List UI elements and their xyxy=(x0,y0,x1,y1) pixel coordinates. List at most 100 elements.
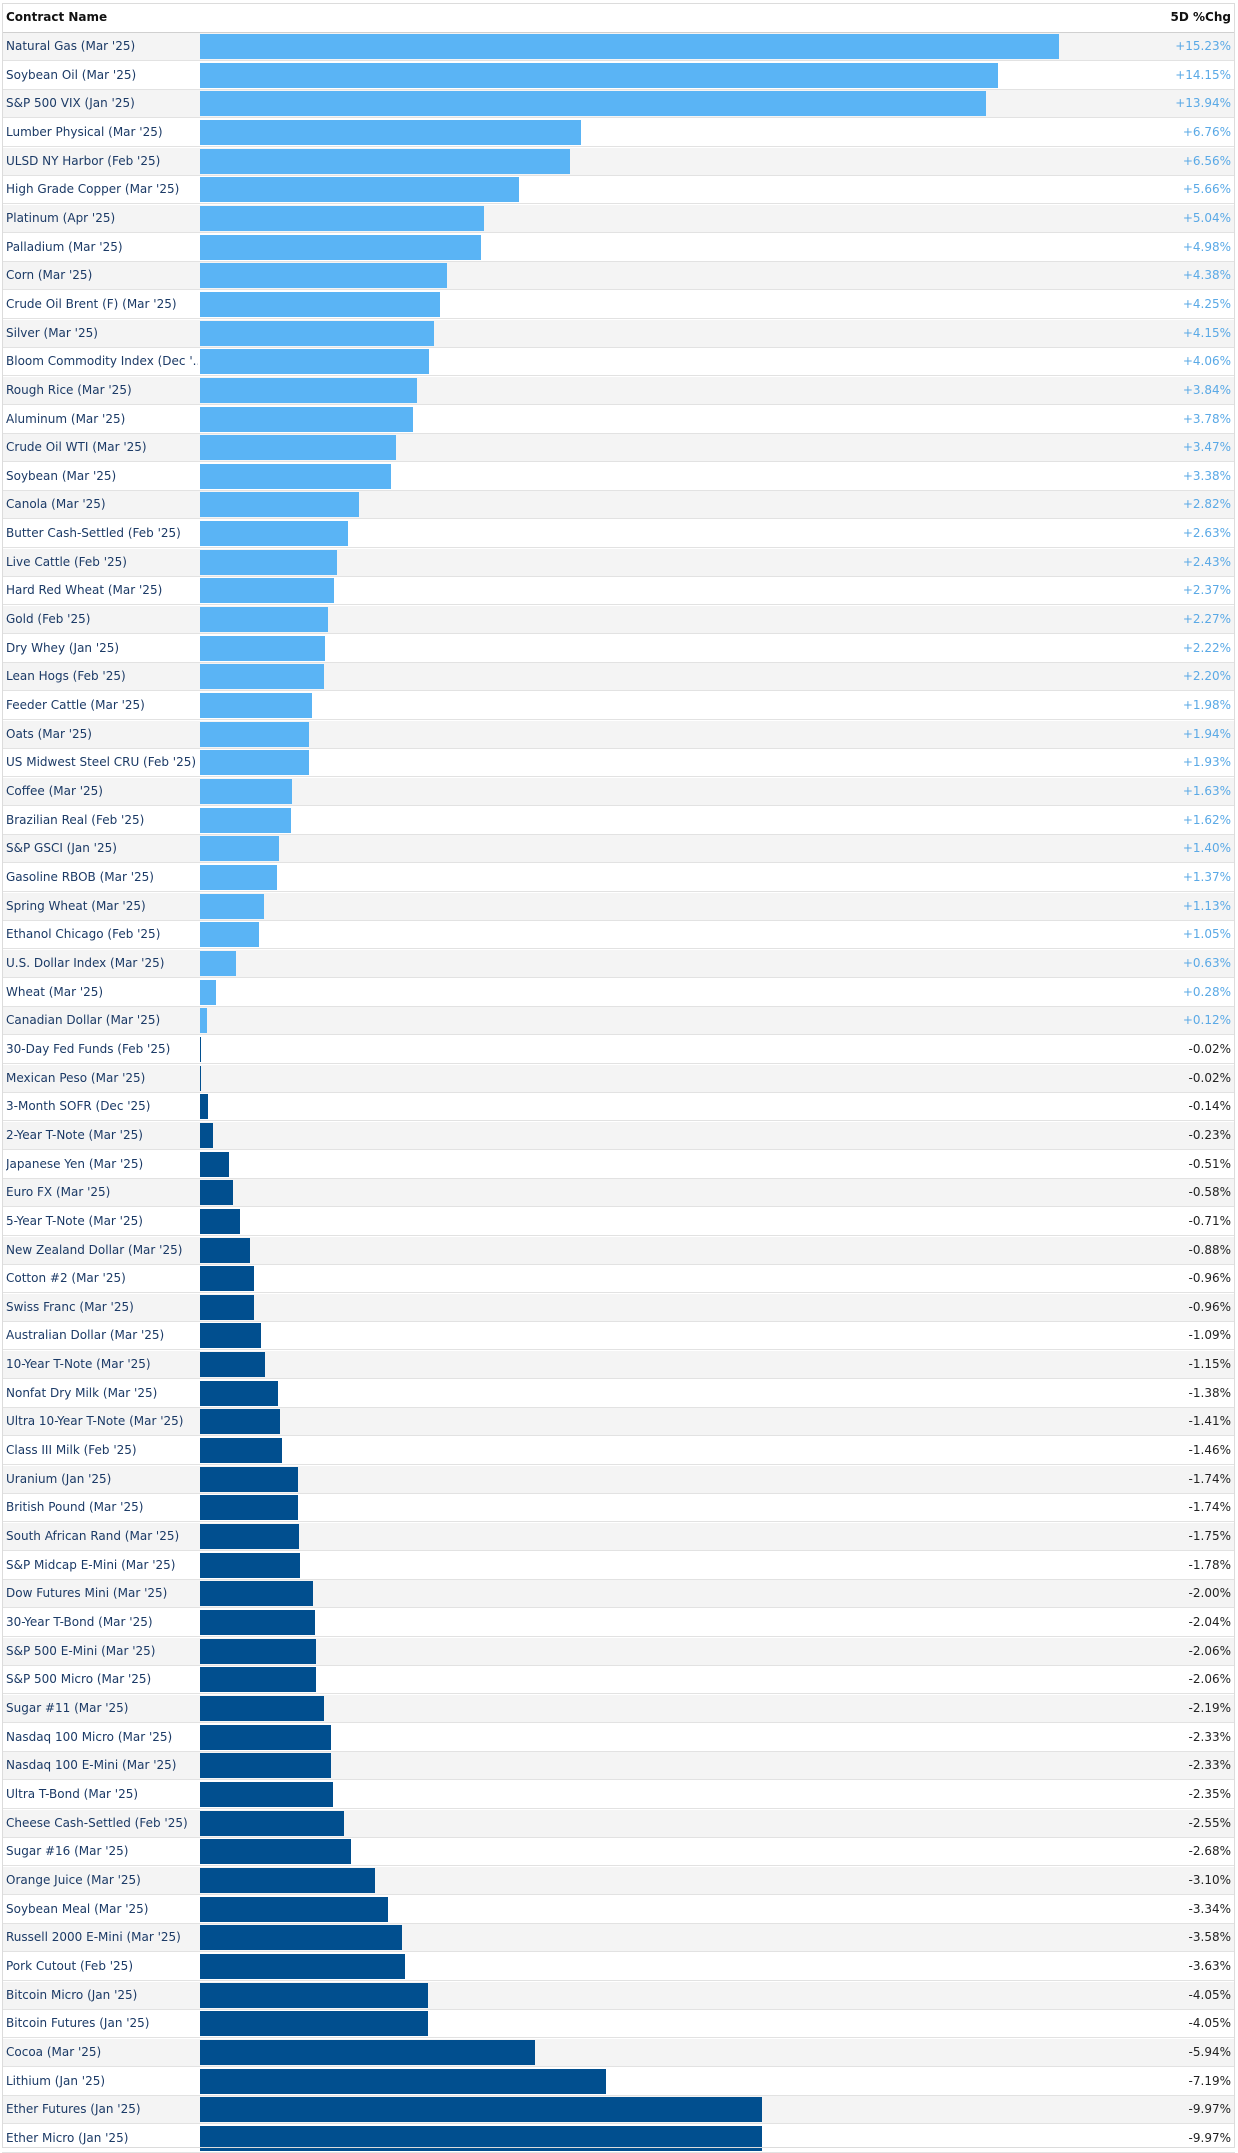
contract-name-label[interactable]: S&P 500 Micro (Mar '25) xyxy=(6,1672,152,1687)
contract-name-label[interactable]: Swiss Franc (Mar '25) xyxy=(6,1299,134,1314)
contract-name-label[interactable]: Gasoline RBOB (Mar '25) xyxy=(6,869,154,884)
table-row[interactable]: Cocoa (Mar '25) -5.94% xyxy=(2,2038,1235,2067)
table-row[interactable]: Silver (Mar '25) +4.15% xyxy=(2,319,1235,348)
contract-name-label[interactable]: Ultra 10-Year T-Note (Mar '25) xyxy=(6,1414,184,1429)
contract-name-label[interactable]: Aluminum (Mar '25) xyxy=(6,411,126,426)
contract-name-label[interactable]: Corn (Mar '25) xyxy=(6,268,93,283)
contract-name-label[interactable]: Butter Cash-Settled (Feb '25) xyxy=(6,526,181,541)
contract-name-label[interactable]: Bitcoin Micro (Jan '25) xyxy=(6,1987,138,2002)
table-row[interactable]: S&P 500 VIX (Jan '25) +13.94% xyxy=(2,90,1235,119)
table-row[interactable]: 10-Year T-Note (Mar '25) -1.15% xyxy=(2,1351,1235,1380)
contract-name-label[interactable]: Spring Wheat (Mar '25) xyxy=(6,898,146,913)
contract-name-header[interactable]: Contract Name xyxy=(6,10,108,24)
table-row[interactable]: Soybean Oil (Mar '25) +14.15% xyxy=(2,62,1235,90)
table-row[interactable]: Japanese Yen (Mar '25) -0.51% xyxy=(2,1151,1235,1179)
contract-name-label[interactable]: Lithium (Jan '25) xyxy=(6,2073,106,2088)
contract-name-label[interactable]: High Grade Copper (Mar '25) xyxy=(6,182,180,197)
contract-name-label[interactable]: Ether Micro (Jan '25) xyxy=(6,2130,129,2145)
table-row[interactable]: Aluminum (Mar '25) +3.78% xyxy=(2,406,1235,434)
table-row[interactable]: 3-Month SOFR (Dec '25) -0.14% xyxy=(2,1093,1235,1122)
contract-name-label[interactable]: Silver (Mar '25) xyxy=(6,325,98,340)
table-row[interactable]: S&P GSCI (Jan '25) +1.40% xyxy=(2,835,1235,864)
table-row[interactable]: Ultra T-Bond (Mar '25) -2.35% xyxy=(2,1781,1235,1809)
table-row[interactable]: Ultra 10-Year T-Note (Mar '25) -1.41% xyxy=(2,1408,1235,1437)
table-row[interactable]: Nonfat Dry Milk (Mar '25) -1.38% xyxy=(2,1380,1235,1408)
contract-name-label[interactable]: Nasdaq 100 Micro (Mar '25) xyxy=(6,1729,173,1744)
table-row[interactable]: Cheese Cash-Settled (Feb '25) -2.55% xyxy=(2,1809,1235,1838)
contract-name-label[interactable]: Uranium (Jan '25) xyxy=(6,1471,112,1486)
contract-name-label[interactable]: Brazilian Real (Feb '25) xyxy=(6,812,145,827)
contract-name-label[interactable]: Live Cattle (Feb '25) xyxy=(6,554,127,569)
contract-name-label[interactable]: S&P GSCI (Jan '25) xyxy=(6,841,117,856)
table-row[interactable]: Orange Juice (Mar '25) -3.10% xyxy=(2,1866,1235,1895)
table-row[interactable]: Lumber Physical (Mar '25) +6.76% xyxy=(2,119,1235,147)
table-row[interactable]: S&P Midcap E-Mini (Mar '25) -1.78% xyxy=(2,1552,1235,1580)
table-row[interactable]: Ether Futures (Jan '25) -9.97% xyxy=(2,2096,1235,2125)
table-row[interactable]: Crude Oil WTI (Mar '25) +3.47% xyxy=(2,434,1235,463)
table-row[interactable]: Australian Dollar (Mar '25) -1.09% xyxy=(2,1322,1235,1351)
table-row[interactable]: Soybean Meal (Mar '25) -3.34% xyxy=(2,1896,1235,1924)
contract-name-label[interactable]: Australian Dollar (Mar '25) xyxy=(6,1328,165,1343)
contract-name-label[interactable]: S&P 500 E-Mini (Mar '25) xyxy=(6,1643,156,1658)
table-row[interactable]: Russell 2000 E-Mini (Mar '25) -3.58% xyxy=(2,1924,1235,1953)
table-row[interactable]: US Midwest Steel CRU (Feb '25) +1.93% xyxy=(2,749,1235,778)
contract-name-label[interactable]: British Pound (Mar '25) xyxy=(6,1500,144,1515)
table-row[interactable]: Coffee (Mar '25) +1.63% xyxy=(2,778,1235,807)
contract-name-label[interactable]: Feeder Cattle (Mar '25) xyxy=(6,698,145,713)
table-row[interactable]: British Pound (Mar '25) -1.74% xyxy=(2,1494,1235,1523)
table-row[interactable]: Swiss Franc (Mar '25) -0.96% xyxy=(2,1293,1235,1322)
table-row[interactable]: New Zealand Dollar (Mar '25) -0.88% xyxy=(2,1236,1235,1265)
table-row[interactable]: Feeder Cattle (Mar '25) +1.98% xyxy=(2,692,1235,721)
table-row[interactable]: Cotton #2 (Mar '25) -0.96% xyxy=(2,1265,1235,1294)
table-row[interactable]: Nasdaq 100 Micro (Mar '25) -2.33% xyxy=(2,1724,1235,1752)
contract-name-label[interactable]: Platinum (Apr '25) xyxy=(6,210,116,225)
table-row[interactable]: Palladium (Mar '25) +4.98% xyxy=(2,234,1235,262)
contract-name-label[interactable]: Sugar #16 (Mar '25) xyxy=(6,1844,129,1859)
table-row[interactable]: Butter Cash-Settled (Feb '25) +2.63% xyxy=(2,520,1235,549)
table-row[interactable]: Pork Cutout (Feb '25) -3.63% xyxy=(2,1953,1235,1981)
table-row[interactable]: Bitcoin Micro (Jan '25) -4.05% xyxy=(2,1981,1235,2010)
contract-name-label[interactable]: Gold (Feb '25) xyxy=(6,612,91,627)
contract-name-label[interactable]: New Zealand Dollar (Mar '25) xyxy=(6,1242,183,1257)
contract-name-label[interactable]: Russell 2000 E-Mini (Mar '25) xyxy=(6,1930,181,1945)
contract-name-label[interactable]: Crude Oil WTI (Mar '25) xyxy=(6,440,147,455)
contract-name-label[interactable]: Cheese Cash-Settled (Feb '25) xyxy=(6,1815,188,1830)
table-row[interactable]: South African Rand (Mar '25) -1.75% xyxy=(2,1523,1235,1552)
table-row[interactable]: Brazilian Real (Feb '25) +1.62% xyxy=(2,807,1235,835)
table-row[interactable]: Canadian Dollar (Mar '25) +0.12% xyxy=(2,1007,1235,1036)
contract-name-label[interactable]: Nasdaq 100 E-Mini (Mar '25) xyxy=(6,1758,177,1773)
table-row[interactable]: Hard Red Wheat (Mar '25) +2.37% xyxy=(2,577,1235,606)
contract-name-label[interactable]: Canola (Mar '25) xyxy=(6,497,106,512)
contract-name-label[interactable]: Nonfat Dry Milk (Mar '25) xyxy=(6,1385,158,1400)
table-row[interactable]: Platinum (Apr '25) +5.04% xyxy=(2,204,1235,233)
contract-name-label[interactable]: S&P 500 VIX (Jan '25) xyxy=(6,96,135,111)
contract-name-label[interactable]: Ether Futures (Jan '25) xyxy=(6,2102,141,2117)
table-row[interactable]: Uranium (Jan '25) -1.74% xyxy=(2,1465,1235,1494)
contract-name-label[interactable]: Hard Red Wheat (Mar '25) xyxy=(6,583,163,598)
table-row[interactable]: Dow Futures Mini (Mar '25) -2.00% xyxy=(2,1580,1235,1609)
contract-name-label[interactable]: Natural Gas (Mar '25) xyxy=(6,39,136,53)
table-row[interactable]: S&P 500 Micro (Mar '25) -2.06% xyxy=(2,1666,1235,1695)
table-row[interactable]: Spring Wheat (Mar '25) +1.13% xyxy=(2,892,1235,921)
table-row[interactable]: High Grade Copper (Mar '25) +5.66% xyxy=(2,176,1235,205)
contract-name-label[interactable]: Dow Futures Mini (Mar '25) xyxy=(6,1586,168,1601)
contract-name-label[interactable]: Wheat (Mar '25) xyxy=(6,984,104,999)
table-row[interactable]: Oats (Mar '25) +1.94% xyxy=(2,720,1235,749)
contract-name-label[interactable]: ULSD NY Harbor (Feb '25) xyxy=(6,153,161,168)
table-row[interactable]: Soybean (Mar '25) +3.38% xyxy=(2,463,1235,491)
table-row[interactable]: Nasdaq 100 E-Mini (Mar '25) -2.33% xyxy=(2,1752,1235,1781)
table-row[interactable]: Lithium (Jan '25) -7.19% xyxy=(2,2068,1235,2096)
table-row[interactable]: Dry Whey (Jan '25) +2.22% xyxy=(2,635,1235,663)
contract-name-label[interactable]: S&P Midcap E-Mini (Mar '25) xyxy=(6,1557,176,1572)
table-row[interactable]: Gold (Feb '25) +2.27% xyxy=(2,606,1235,635)
contract-name-label[interactable]: Soybean Oil (Mar '25) xyxy=(6,67,137,82)
contract-name-label[interactable]: Bloom Commodity Index (Dec '... xyxy=(6,354,198,369)
contract-name-label[interactable]: Orange Juice (Mar '25) xyxy=(6,1872,141,1887)
table-row[interactable]: Live Cattle (Feb '25) +2.43% xyxy=(2,548,1235,577)
contract-name-label[interactable]: Soybean Meal (Mar '25) xyxy=(6,1901,149,1916)
contract-name-label[interactable]: Canadian Dollar (Mar '25) xyxy=(6,1013,161,1028)
table-row[interactable]: 5-Year T-Note (Mar '25) -0.71% xyxy=(2,1208,1235,1236)
contract-name-label[interactable]: Cotton #2 (Mar '25) xyxy=(6,1271,126,1286)
table-row[interactable]: Natural Gas (Mar '25) +15.23% xyxy=(2,33,1235,61)
table-row[interactable]: Canola (Mar '25) +2.82% xyxy=(2,491,1235,520)
